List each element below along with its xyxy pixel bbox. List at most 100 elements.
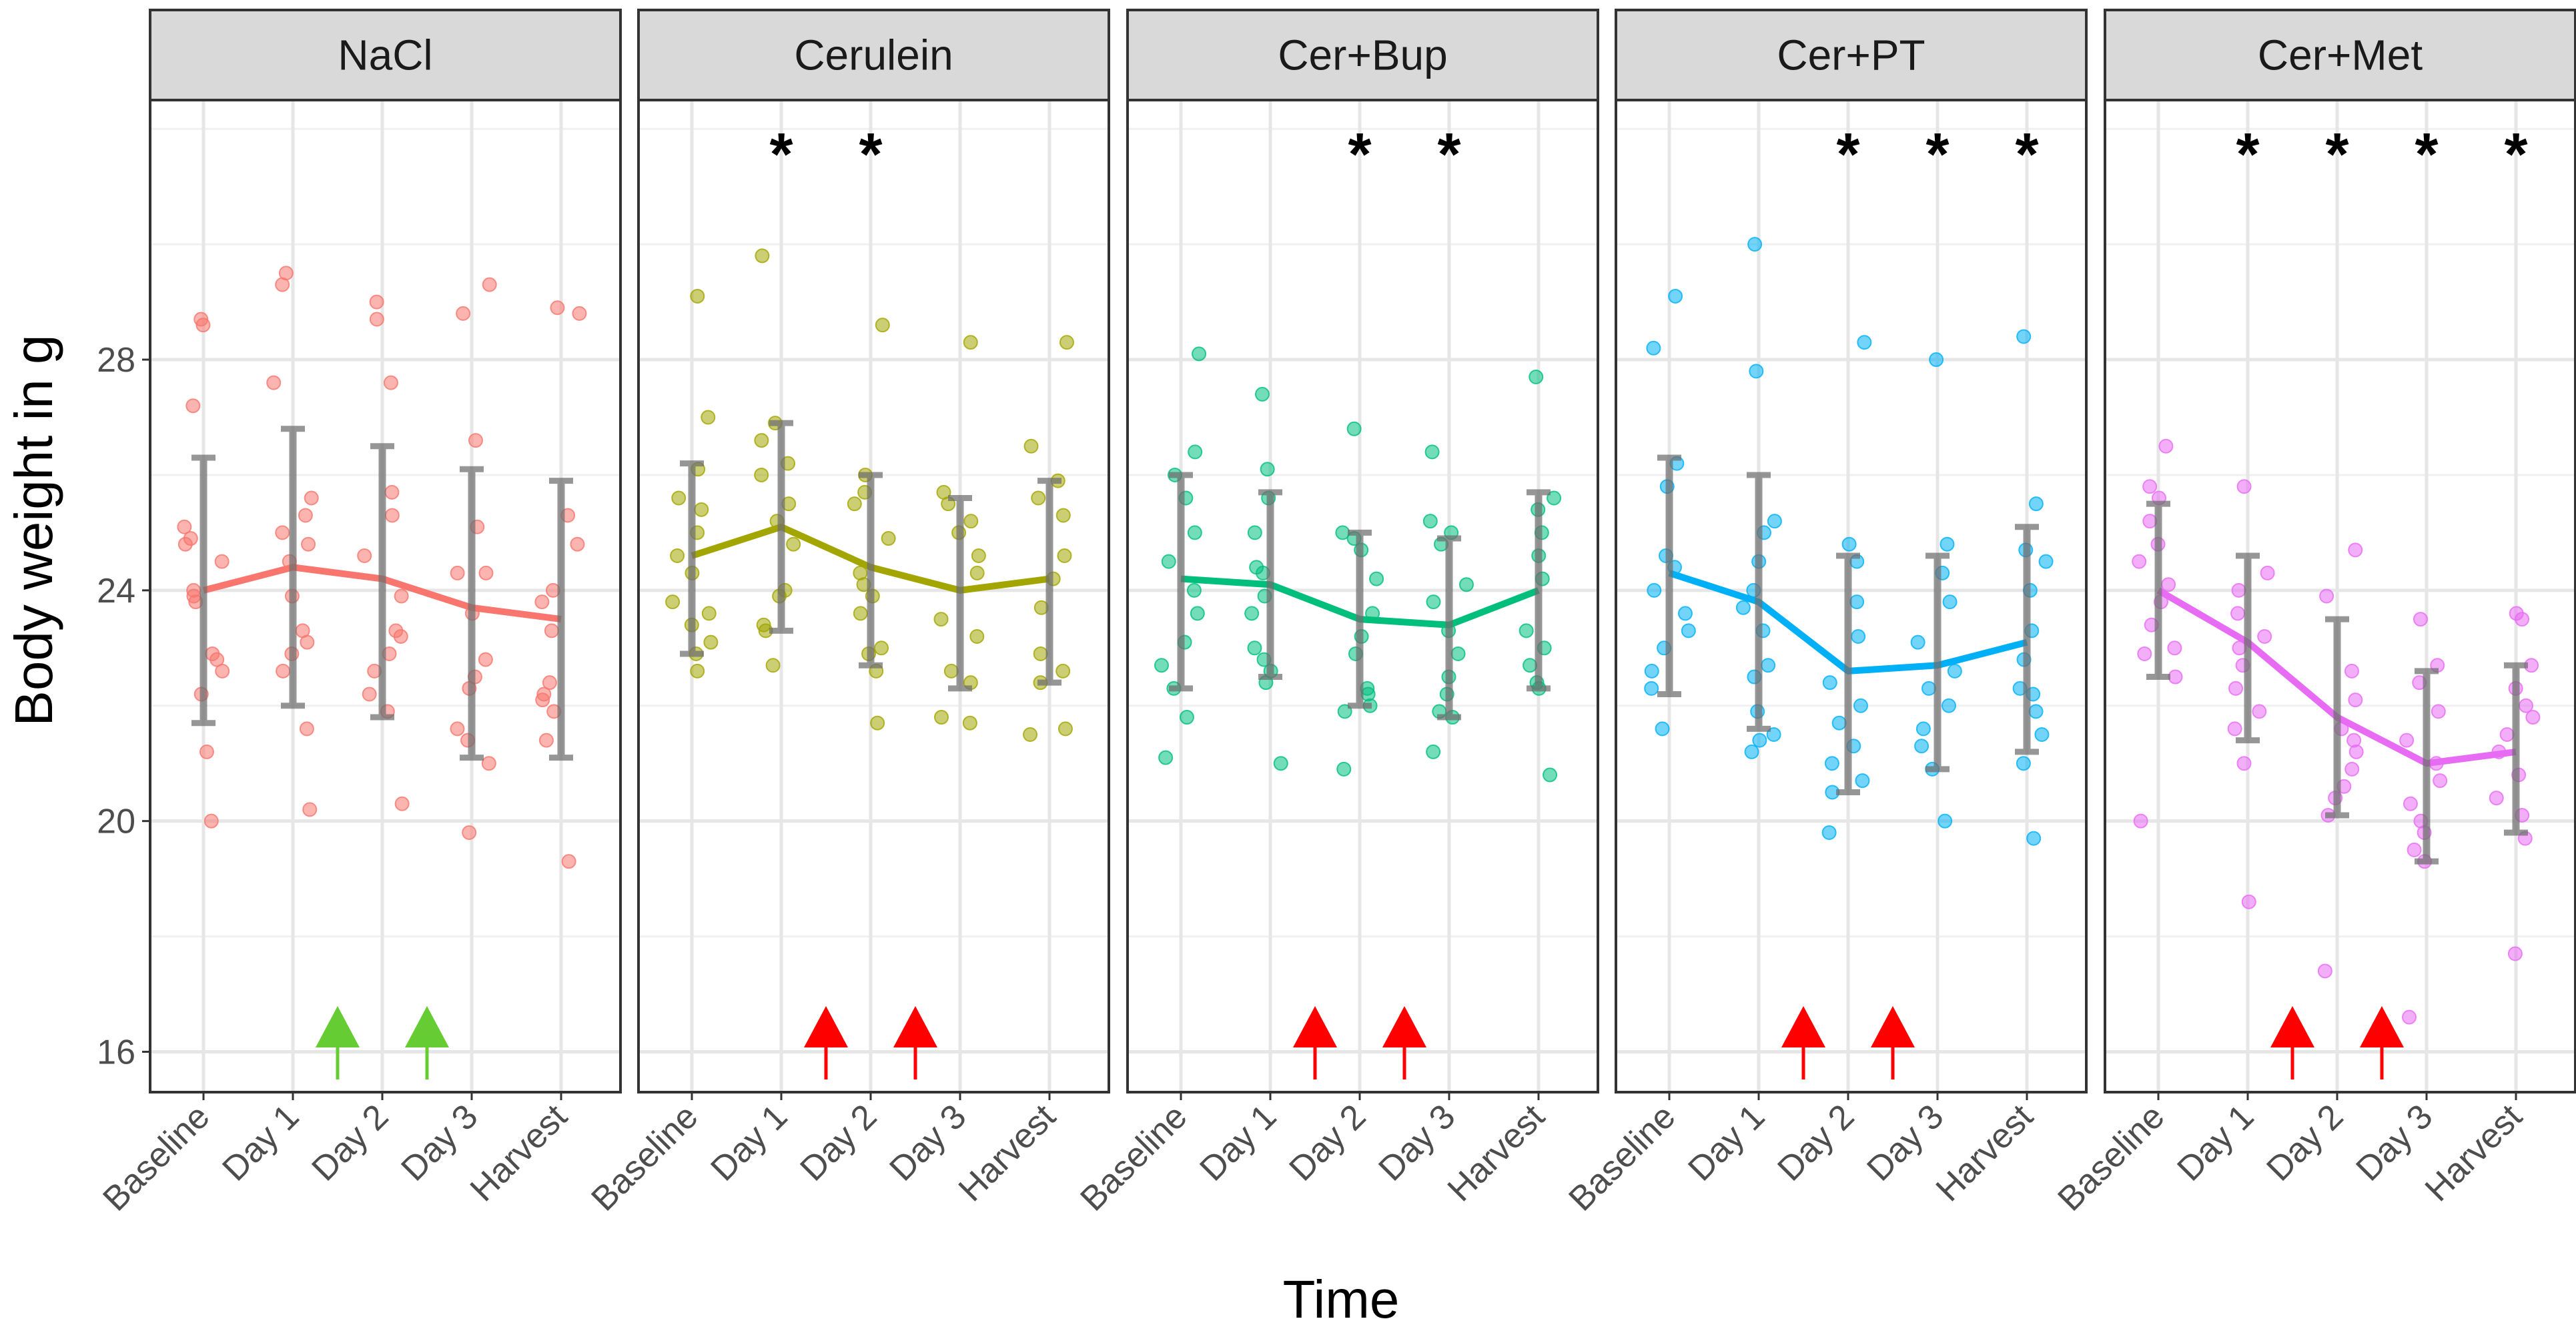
y-tick-label: 20 xyxy=(97,803,135,841)
data-point xyxy=(1668,288,1683,304)
data-point xyxy=(1023,727,1038,742)
data-point xyxy=(881,531,896,546)
data-point xyxy=(2399,733,2415,748)
data-point xyxy=(478,652,493,667)
data-point xyxy=(1161,554,1176,569)
data-point xyxy=(754,433,769,448)
data-point xyxy=(394,588,409,604)
data-point xyxy=(185,398,201,414)
x-tick-label: Day 1 xyxy=(1681,1097,1772,1188)
treatment-arrow xyxy=(1781,1006,1825,1079)
data-point xyxy=(542,675,557,691)
data-point xyxy=(275,525,290,540)
data-point xyxy=(701,410,716,425)
data-point xyxy=(1821,825,1837,840)
data-point xyxy=(2348,744,2364,759)
data-point xyxy=(394,796,410,811)
data-point xyxy=(1450,646,1466,661)
data-point xyxy=(383,375,398,390)
data-point xyxy=(665,594,681,610)
data-point xyxy=(482,277,497,292)
error-bar xyxy=(2504,662,2528,836)
x-tick-label: Day 2 xyxy=(304,1097,396,1188)
error-bar xyxy=(948,495,972,692)
data-point xyxy=(2227,721,2242,737)
y-tick-label: 24 xyxy=(97,572,135,610)
data-point xyxy=(1424,444,1440,460)
data-point xyxy=(369,312,384,327)
data-point xyxy=(2402,1009,2417,1025)
data-point xyxy=(572,306,587,321)
significance-star: * xyxy=(2504,121,2527,188)
data-point xyxy=(1735,600,1751,615)
data-point xyxy=(2507,946,2523,961)
error-bar xyxy=(2146,500,2170,681)
data-point xyxy=(1767,514,1782,529)
data-point xyxy=(468,433,483,448)
data-point xyxy=(1910,634,1925,650)
data-point xyxy=(1192,346,1207,362)
data-point xyxy=(561,854,576,869)
data-point xyxy=(177,536,193,552)
data-point xyxy=(1747,237,1763,252)
error-bar xyxy=(1747,472,1771,732)
data-point xyxy=(535,693,550,708)
data-point xyxy=(276,663,291,679)
data-point xyxy=(754,467,769,482)
treatment-arrow xyxy=(405,1006,449,1079)
data-point xyxy=(755,248,770,264)
arrow-head xyxy=(893,1006,937,1047)
data-point xyxy=(1681,623,1696,638)
error-bar xyxy=(549,478,573,761)
data-point xyxy=(1426,744,1441,759)
data-point xyxy=(870,715,885,731)
error-bar xyxy=(1037,478,1061,686)
data-point xyxy=(1179,710,1194,725)
data-point xyxy=(1055,663,1071,679)
data-point xyxy=(2344,761,2360,777)
data-point xyxy=(456,306,471,321)
significance-star: * xyxy=(1925,121,1949,188)
data-point xyxy=(2236,479,2252,494)
data-point xyxy=(1336,761,1352,777)
data-point xyxy=(1523,658,1538,673)
data-point xyxy=(2344,663,2359,679)
data-point xyxy=(1023,438,1039,454)
data-point xyxy=(847,496,862,512)
data-point xyxy=(1254,386,1270,402)
error-bar xyxy=(1348,529,1372,709)
data-point xyxy=(177,519,192,534)
data-point xyxy=(1154,658,1169,673)
data-point xyxy=(384,508,400,523)
data-point xyxy=(1247,525,1262,540)
data-point xyxy=(690,288,705,304)
significance-star: * xyxy=(769,121,793,188)
data-point xyxy=(933,612,949,627)
x-tick-label: Day 2 xyxy=(1770,1097,1861,1188)
arrow-head xyxy=(1871,1006,1915,1047)
data-point xyxy=(1059,335,1074,350)
data-point xyxy=(1057,548,1072,563)
data-point xyxy=(2236,756,2252,771)
data-point xyxy=(2016,756,2031,771)
data-point xyxy=(1646,340,1661,356)
data-point xyxy=(2433,773,2448,789)
arrow-head xyxy=(804,1006,848,1047)
data-point xyxy=(298,508,313,523)
data-point xyxy=(2137,646,2152,661)
significance-star: * xyxy=(2236,121,2259,188)
arrow-head xyxy=(2270,1006,2314,1047)
x-tick-label: Harvest xyxy=(1929,1097,2041,1209)
error-bar xyxy=(1437,535,1461,721)
treatment-arrow xyxy=(2360,1006,2404,1079)
data-point xyxy=(2168,669,2183,685)
y-axis: 16 20 24 28 xyxy=(97,341,150,1071)
arrow-head xyxy=(1293,1006,1337,1047)
data-point xyxy=(2028,496,2044,512)
data-point xyxy=(1543,767,1558,783)
data-point xyxy=(2413,612,2428,627)
significance-star: * xyxy=(1348,121,1371,188)
data-point xyxy=(1749,364,1764,379)
